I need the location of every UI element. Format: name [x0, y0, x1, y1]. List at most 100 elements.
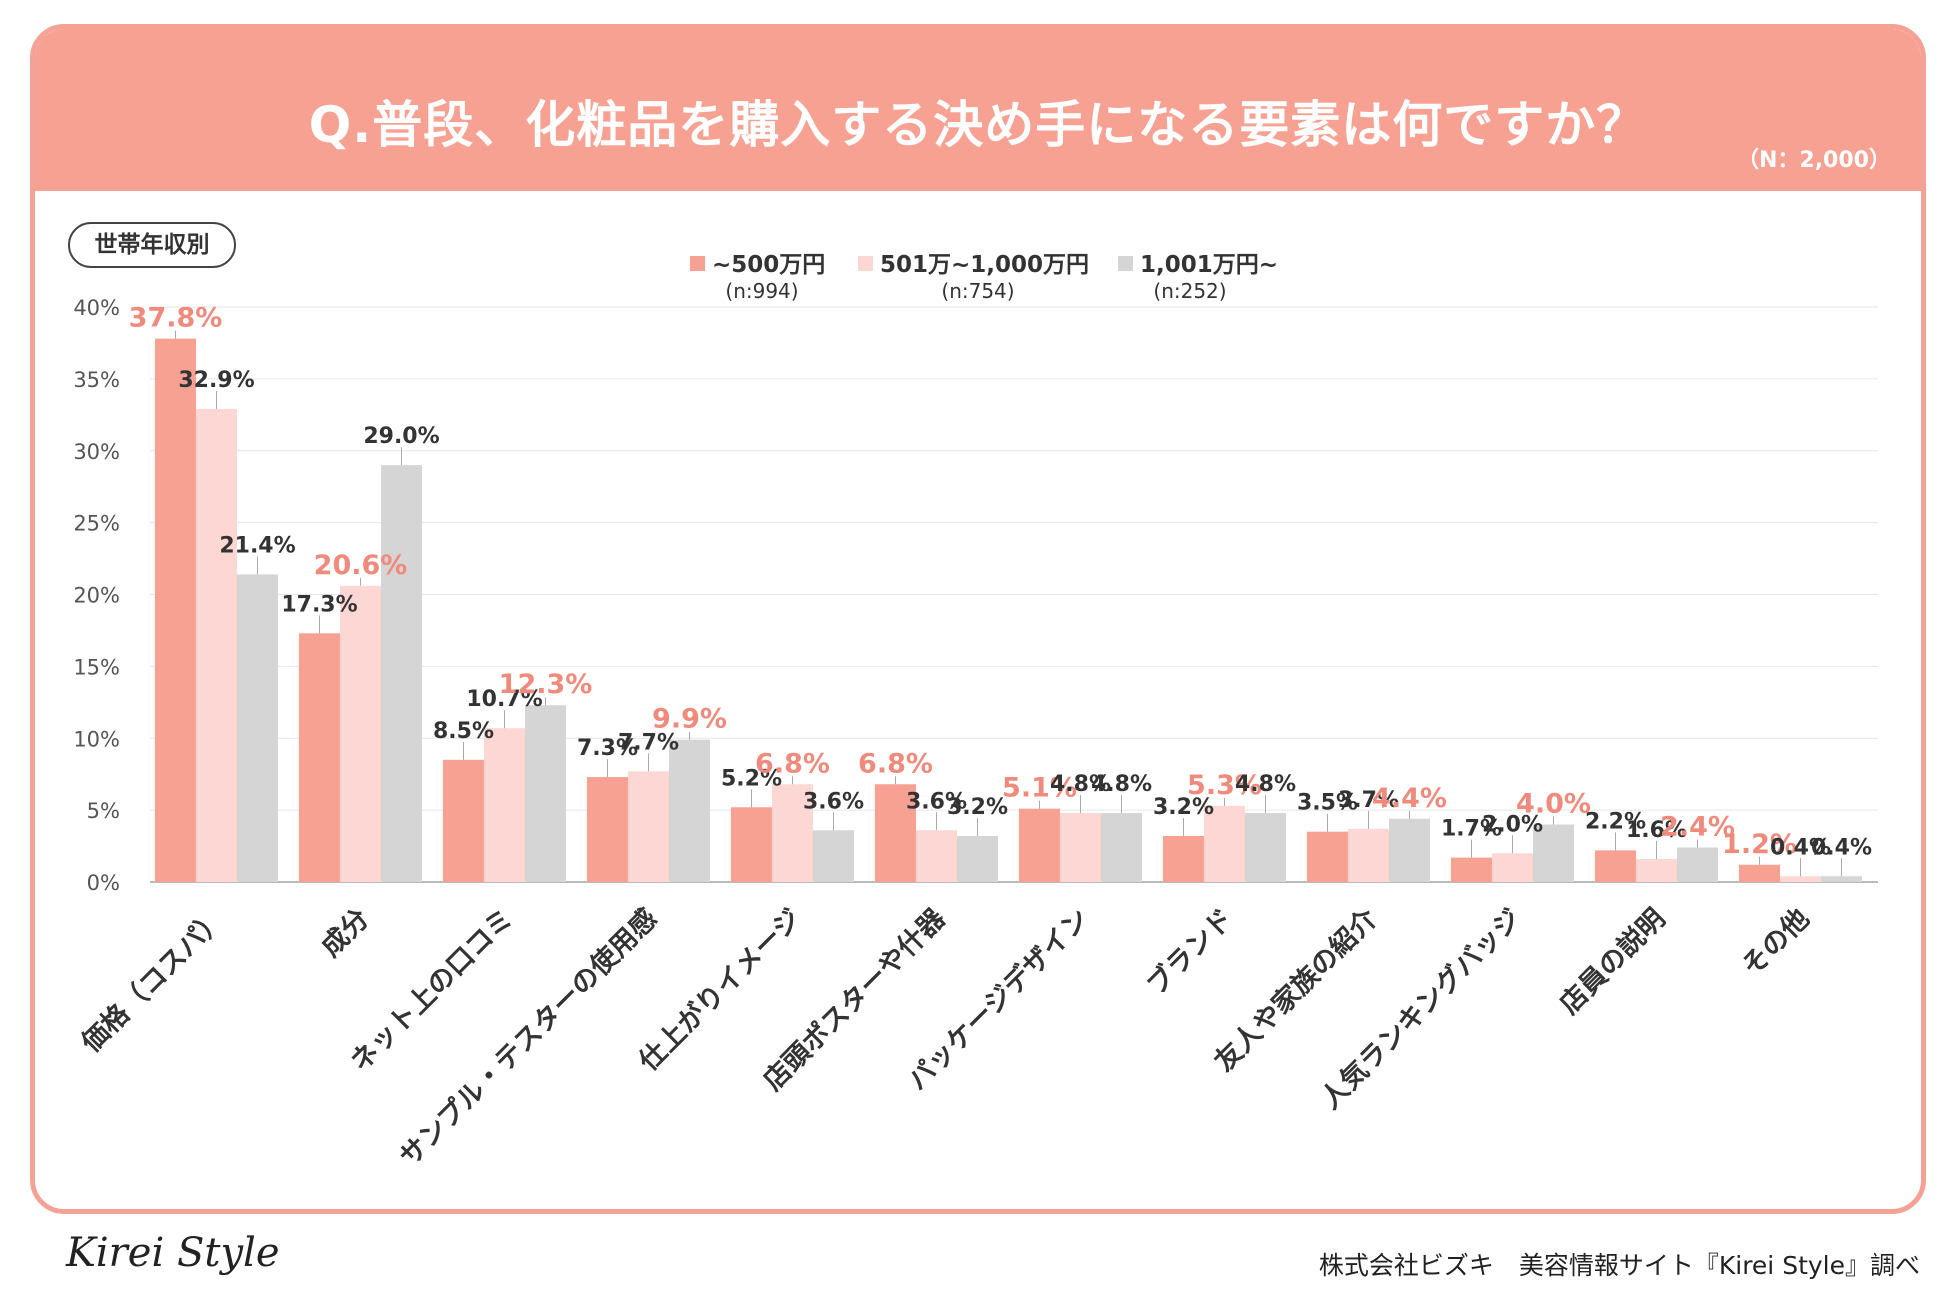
bar-value-label: 2.4%	[1660, 812, 1735, 843]
bar	[916, 830, 957, 882]
legend-swatch	[690, 256, 705, 271]
category-label: ブランド	[1140, 902, 1239, 1001]
bar	[628, 771, 669, 882]
sample-size: （N：2,000）	[1736, 148, 1891, 173]
bar	[340, 585, 381, 882]
legend-swatch	[1118, 256, 1133, 271]
category-label: その他	[1736, 903, 1815, 982]
bar	[1780, 876, 1821, 882]
bar	[957, 836, 998, 882]
bar-value-label: 8.5%	[433, 719, 494, 744]
bar	[1060, 813, 1101, 882]
bar-value-label: 3.6%	[803, 789, 864, 814]
bar-value-label: 1.2%	[1722, 829, 1797, 860]
bar-value-label: 1.7%	[1441, 817, 1502, 842]
bar	[525, 705, 566, 882]
bar	[772, 784, 813, 882]
bar	[1739, 864, 1780, 882]
bar-value-label: 7.3%	[577, 736, 638, 761]
source-credit: 株式会社ビズキ 美容情報サイト『Kirei Style』調べ	[1318, 1251, 1920, 1280]
bar	[731, 807, 772, 882]
bar	[196, 409, 237, 882]
bar-value-label: 12.3%	[499, 669, 593, 700]
bar	[1245, 813, 1286, 882]
y-tick-label: 10%	[73, 727, 120, 751]
header-banner: Q.普段、化粧品を購入する決め手になる要素は何ですか？ （N：2,000）	[35, 29, 1921, 191]
bar-value-label: 4.8%	[1091, 772, 1152, 797]
category-label: 成分	[315, 903, 375, 963]
bar-value-label: 3.6%	[906, 789, 967, 814]
bar	[1595, 850, 1636, 882]
legend-swatch	[858, 256, 873, 271]
bar-value-label: 4.0%	[1516, 789, 1591, 820]
bar-value-label: 17.3%	[281, 592, 357, 617]
y-tick-label: 40%	[73, 296, 120, 320]
bar	[875, 784, 916, 882]
bar	[1389, 818, 1430, 882]
bar	[1533, 824, 1574, 882]
bar-value-label: 4.8%	[1050, 772, 1111, 797]
category-label: サンプル・テスターの使用感	[393, 902, 663, 1172]
bar-value-label: 32.9%	[178, 368, 254, 393]
bar-value-label: 21.4%	[219, 533, 295, 558]
legend-sample-size: (n:994)	[725, 279, 798, 303]
bar	[813, 830, 854, 882]
bar-value-label: 2.2%	[1585, 809, 1646, 834]
bar	[237, 574, 278, 882]
legend-sample-size: (n:252)	[1153, 279, 1226, 303]
y-tick-label: 0%	[87, 871, 120, 895]
bar	[1101, 813, 1142, 882]
category-label: 店員の説明	[1553, 902, 1671, 1020]
legend-sample-size: (n:754)	[941, 279, 1014, 303]
bar-value-label: 0.4%	[1811, 835, 1872, 860]
bar-value-label: 5.2%	[721, 766, 782, 791]
bar-value-label: 5.3%	[1187, 770, 1262, 801]
category-label: 価格（コスパ）	[75, 903, 231, 1059]
bar	[381, 465, 422, 882]
bar-value-label: 3.2%	[947, 795, 1008, 820]
legend-label: 1,001万円~	[1140, 252, 1278, 278]
bar-value-label: 9.9%	[652, 704, 727, 735]
bar-value-label: 2.0%	[1482, 812, 1543, 837]
bar-value-label: 6.8%	[755, 748, 830, 779]
bar	[299, 633, 340, 882]
bar	[587, 777, 628, 882]
y-tick-label: 30%	[73, 440, 120, 464]
bar	[443, 759, 484, 882]
bar-value-label: 29.0%	[363, 424, 439, 449]
bar	[1451, 857, 1492, 882]
bar	[1677, 847, 1718, 882]
bar	[1019, 808, 1060, 882]
brand-logo: Kirei Style	[66, 1230, 280, 1276]
bar-value-label: 7.7%	[618, 730, 679, 755]
bar-value-label: 4.8%	[1235, 772, 1296, 797]
bar	[484, 728, 525, 882]
bar	[669, 739, 710, 882]
bar-value-label: 3.7%	[1338, 788, 1399, 813]
bar	[1821, 876, 1862, 882]
y-tick-label: 20%	[73, 584, 120, 608]
bar	[1492, 853, 1533, 882]
y-tick-label: 15%	[73, 655, 120, 679]
bar-value-label: 37.8%	[129, 303, 223, 334]
bar	[1307, 831, 1348, 882]
bar	[155, 338, 196, 882]
bar	[1348, 828, 1389, 882]
bar	[1636, 859, 1677, 882]
y-tick-label: 25%	[73, 512, 120, 536]
y-tick-label: 35%	[73, 368, 120, 392]
chart-title: Q.普段、化粧品を購入する決め手になる要素は何ですか？	[308, 96, 1648, 154]
bar-value-label: 0.4%	[1770, 835, 1831, 860]
legend-label: ~500万円	[712, 252, 825, 278]
grid-lines: 0% 5% 10% 15% 20% 25% 30% 35% 40%	[73, 296, 1878, 895]
group-badge: 世帯年収別	[68, 222, 236, 268]
legend: ~500万円(n:994) 501万~1,000万円(n:754) 1,001万円~…	[690, 252, 1278, 303]
bar-value-label: 10.7%	[466, 687, 542, 712]
bar	[1204, 805, 1245, 882]
bar	[1163, 836, 1204, 882]
bar-value-label: 6.8%	[858, 748, 933, 779]
bar-value-label: 1.6%	[1626, 818, 1687, 843]
y-tick-label: 5%	[87, 799, 120, 823]
bars	[155, 338, 1862, 882]
